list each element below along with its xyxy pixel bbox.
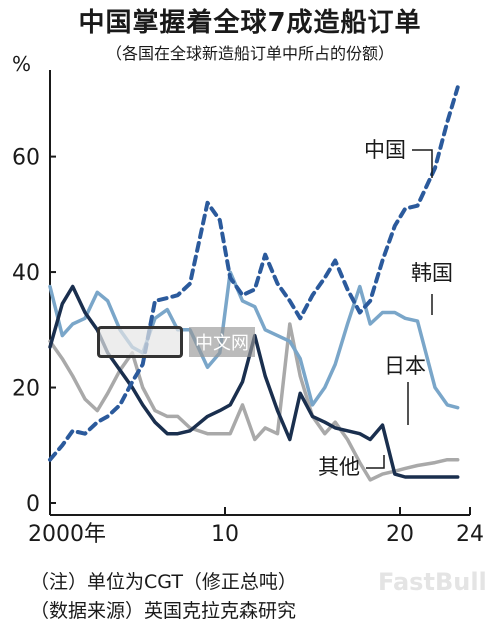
series-label: 韩国 bbox=[411, 261, 453, 285]
watermark-brand: FastBull bbox=[378, 568, 487, 596]
leader-line bbox=[366, 455, 385, 469]
series-line-韩国 bbox=[48, 270, 460, 410]
series-line-中国 bbox=[48, 85, 460, 462]
x-tick-label: 20 bbox=[386, 522, 414, 547]
y-tick-label: 60 bbox=[12, 146, 40, 171]
watermark-text: 中文网 bbox=[189, 327, 255, 357]
series-label: 中国 bbox=[364, 138, 406, 162]
leader-line bbox=[412, 149, 433, 178]
series-label: 其他 bbox=[318, 455, 360, 479]
chart-title: 中国掌握着全球7成造船订单 bbox=[78, 8, 422, 38]
series-layer bbox=[48, 85, 460, 482]
x-tick-label: 24 bbox=[456, 522, 484, 547]
series-label: 日本 bbox=[384, 354, 426, 378]
y-axis-unit: % bbox=[12, 52, 32, 76]
x-tick-label: 10 bbox=[211, 522, 239, 547]
y-tick-label: 40 bbox=[12, 261, 40, 286]
y-tick-label: 20 bbox=[12, 377, 40, 402]
axes: 0 20 40 60 2000年 10 20 24 bbox=[12, 70, 484, 547]
nikkei-logo-icon bbox=[97, 326, 183, 358]
chart-subtitle: （各国在全球新造船订单中所占的份额） bbox=[105, 44, 394, 63]
watermark: 中文网 bbox=[97, 325, 277, 359]
note-unit: （注）单位为CGT（修正总吨） bbox=[30, 571, 297, 593]
x-tick-label: 2000年 bbox=[28, 522, 106, 547]
y-tick-label: 0 bbox=[26, 492, 40, 517]
note-source: （数据来源）英国克拉克森研究 bbox=[30, 600, 297, 622]
series-line-其他 bbox=[48, 322, 460, 482]
